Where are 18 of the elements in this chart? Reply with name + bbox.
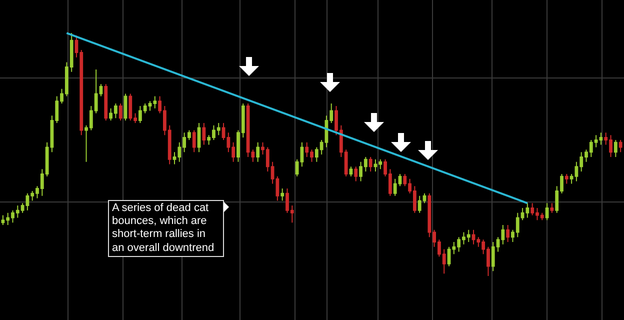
candlestick	[197, 122, 201, 153]
candlestick	[506, 224, 510, 242]
candlestick	[280, 188, 284, 202]
candlestick	[368, 156, 372, 172]
candlestick	[104, 84, 108, 122]
candlestick	[118, 103, 122, 122]
candlestick	[614, 139, 618, 158]
candlestick	[256, 142, 260, 162]
annotation: A series of dead cat bounces, which are short-term rallies in an overall downtrend	[108, 200, 224, 257]
candlestick	[354, 166, 358, 182]
candlestick	[618, 139, 622, 153]
candlestick	[202, 122, 206, 146]
candlestick	[124, 93, 128, 122]
candlestick	[564, 173, 568, 184]
candlestick	[192, 130, 196, 153]
candlestick	[545, 202, 549, 221]
candlestick	[550, 202, 554, 214]
candlestick	[349, 166, 353, 177]
